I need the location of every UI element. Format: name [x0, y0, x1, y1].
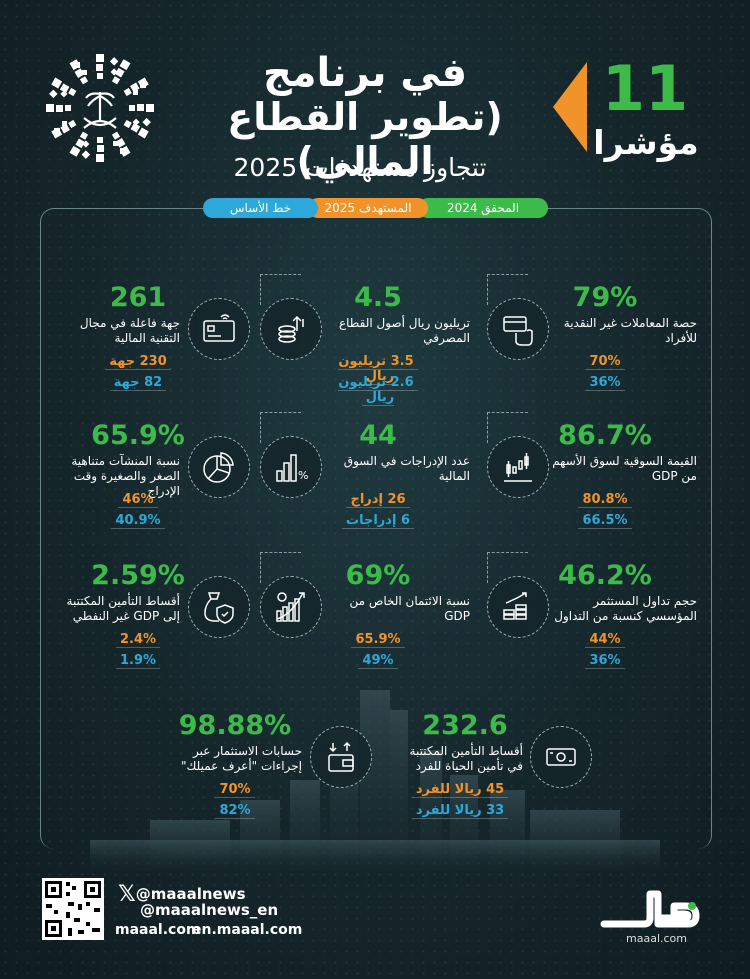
- site-en-link[interactable]: en.maaal.com: [192, 922, 303, 938]
- card-target: 70%: [555, 354, 655, 370]
- svg-text:%: %: [298, 469, 308, 482]
- card-base: 33 ريالا للفرد: [410, 803, 510, 819]
- card-target: 65.9%: [328, 632, 428, 648]
- maal-logo: [600, 890, 700, 928]
- banknote-hand-icon: [530, 726, 592, 788]
- card-value: 2.59%: [91, 560, 185, 591]
- wallet-arrows-icon: [310, 726, 372, 788]
- card-base: 2.6 تريليون ريال: [328, 375, 428, 406]
- card-target: 45 ريالا للفرد: [410, 782, 510, 798]
- x-handle-2[interactable]: @maaalnews_en: [140, 901, 279, 919]
- card-label: أقساط التأمين المكتتبة إلى GDP غير النفط…: [66, 594, 180, 623]
- card-target: 44%: [555, 632, 655, 648]
- card-base: 6 إدراجات: [328, 513, 428, 529]
- subtitle: تتجاوز مستهدفات 2025: [233, 153, 487, 182]
- card-bracket: [487, 412, 528, 443]
- indicator-card: 232.6 أقساط التأمين المكتتبة في تأمين ال…: [395, 710, 640, 835]
- card-bracket: [260, 274, 301, 305]
- indicator-card: % 44 عدد الإدراجات في السوق المالية 26 إ…: [260, 412, 485, 545]
- card-base: 82%: [185, 803, 285, 819]
- card-target: 70%: [185, 782, 285, 798]
- card-label: نسبة المنشآت متناهية الصغر والصغيرة وقت …: [71, 454, 180, 498]
- card-base: 82 جهة: [88, 375, 188, 391]
- card-label: القيمة السوقية لسوق الأسهم من GDP: [552, 454, 697, 483]
- card-label: نسبة الائتمان الخاص من GDP: [349, 594, 470, 623]
- card-base: 40.9%: [88, 513, 188, 529]
- card-target: 2.4%: [88, 632, 188, 648]
- card-bracket: [487, 274, 528, 305]
- card-target: 46%: [88, 492, 188, 508]
- card-value: 98.88%: [178, 710, 292, 741]
- card-label: حسابات الاستثمار عبر إجراءات "أعرف عميلك…: [180, 744, 302, 773]
- card-value: 69%: [345, 560, 411, 591]
- coin-stacks-icon: [487, 576, 549, 638]
- credit-card-icon: [188, 298, 250, 360]
- title-line-1: في برنامج: [262, 50, 468, 96]
- indicator-card: 65.9% نسبة المنشآت متناهية الصغر والصغير…: [48, 420, 273, 545]
- big-number: 11: [601, 52, 689, 125]
- card-bracket: [487, 552, 528, 583]
- saudi-vision-emblem: [46, 54, 154, 162]
- card-label: جهة فاعلة في مجال التقنية المالية: [79, 316, 180, 345]
- card-value: 261: [109, 282, 167, 313]
- bar-percent-icon: %: [260, 436, 322, 498]
- indicator-card: 69% نسبة الائتمان الخاص من GDP 65.9% 49%: [260, 552, 485, 685]
- card-hand-icon: [487, 298, 549, 360]
- legend-baseline: خط الأساس: [203, 198, 318, 218]
- growth-chart-icon: [260, 576, 322, 638]
- card-value: 44: [359, 420, 397, 451]
- card-target: 26 إدراج: [328, 492, 428, 508]
- coins-growth-icon: [260, 298, 322, 360]
- card-target: 80.8%: [555, 492, 655, 508]
- card-base: 66.5%: [555, 513, 655, 529]
- indicator-card: 79% حصة المعاملات غير النقدية للأفراد 70…: [487, 274, 712, 407]
- x-handle-1[interactable]: 𝕏@maaalnews: [118, 882, 246, 907]
- card-base: 36%: [555, 375, 655, 391]
- riyadh-skyline-image: [90, 690, 660, 870]
- indicator-card: 86.7% القيمة السوقية لسوق الأسهم من GDP …: [487, 412, 712, 545]
- card-value: 86.7%: [558, 420, 652, 451]
- legend-target: المستهدف 2025: [308, 198, 428, 218]
- indicator-card: 98.88% حسابات الاستثمار عبر إجراءات "أعر…: [160, 710, 395, 835]
- card-value: 4.5: [354, 282, 402, 313]
- title-line-2: (تطوير القطاع المالي): [227, 95, 503, 183]
- card-label: حجم تداول المستثمر المؤسسي كنسبة من التد…: [554, 594, 697, 623]
- card-label: عدد الإدراجات في السوق المالية: [343, 454, 470, 483]
- card-value: 79%: [572, 282, 638, 313]
- card-target: 230 جهة: [88, 354, 188, 370]
- card-label: تريليون ريال أصول القطاع المصرفي: [338, 316, 470, 345]
- card-value: 65.9%: [91, 420, 185, 451]
- orange-arrow-icon: [553, 62, 587, 152]
- legend-achieved: المحقق 2024: [418, 198, 548, 218]
- card-bracket: [260, 552, 301, 583]
- qr-code[interactable]: [42, 878, 104, 940]
- x-logo-icon: 𝕏: [118, 882, 136, 907]
- big-number-label: مؤشرا: [593, 123, 699, 162]
- money-bag-shield-icon: [188, 576, 250, 638]
- indicator-card: 2.59% أقساط التأمين المكتتبة إلى GDP غير…: [48, 560, 273, 685]
- indicator-card: 4.5 تريليون ريال أصول القطاع المصرفي 3.5…: [260, 274, 485, 407]
- card-bracket: [260, 412, 301, 443]
- indicator-card: 261 جهة فاعلة في مجال التقنية المالية 23…: [48, 282, 273, 407]
- indicator-card: 46.2% حجم تداول المستثمر المؤسسي كنسبة م…: [487, 552, 712, 685]
- card-base: 49%: [328, 653, 428, 669]
- card-base: 36%: [555, 653, 655, 669]
- site-ar-link[interactable]: maaal.com: [115, 922, 201, 938]
- card-value: 232.6: [422, 710, 508, 741]
- card-target: 3.5 تريليون ريال: [328, 354, 428, 385]
- card-label: أقساط التأمين المكتتبة في تأمين الحياة ل…: [409, 744, 523, 773]
- card-value: 46.2%: [558, 560, 652, 591]
- pie-chart-icon: [188, 436, 250, 498]
- maal-logo-subtitle: maaal.com: [626, 932, 687, 945]
- card-base: 1.9%: [88, 653, 188, 669]
- candlestick-icon: [487, 436, 549, 498]
- card-label: حصة المعاملات غير النقدية للأفراد: [563, 316, 697, 345]
